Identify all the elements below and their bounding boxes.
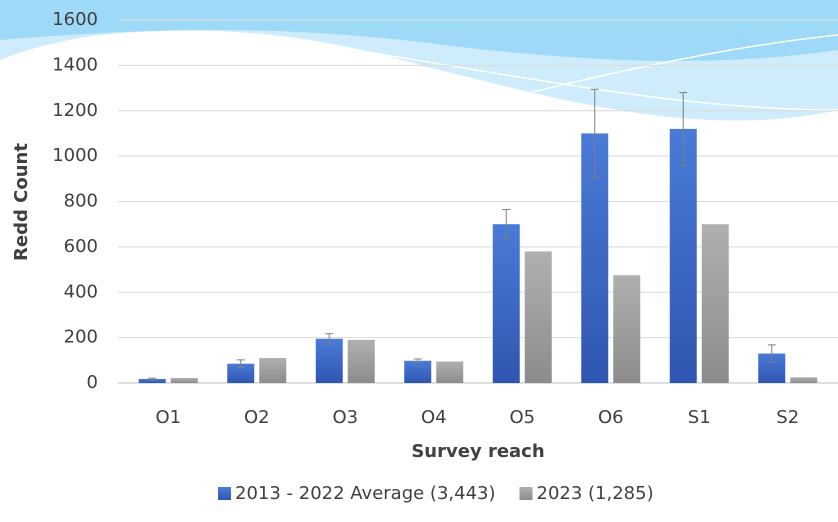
error-bar xyxy=(767,344,776,363)
error-bar xyxy=(590,88,599,179)
bar xyxy=(524,251,552,383)
y-tick-label: 400 xyxy=(64,281,98,302)
y-tick-label: 600 xyxy=(64,236,98,257)
bar xyxy=(138,378,166,383)
error-bar xyxy=(236,359,245,369)
decorative-wave xyxy=(0,0,838,121)
legend-label: 2023 (1,285) xyxy=(537,483,654,504)
x-tick-label: O3 xyxy=(332,407,358,428)
bar xyxy=(404,360,432,383)
legend-swatch xyxy=(519,487,533,500)
error-bar xyxy=(325,333,334,345)
y-tick-label: 1400 xyxy=(52,54,98,75)
y-tick-label: 200 xyxy=(64,327,98,348)
bar xyxy=(227,363,255,383)
error-bar xyxy=(413,358,422,364)
x-tick-label: S2 xyxy=(776,407,799,428)
bar xyxy=(315,338,343,383)
y-tick-label: 1000 xyxy=(52,145,98,166)
bar xyxy=(790,377,818,383)
y-tick-label: 800 xyxy=(64,191,98,212)
y-tick-label: 0 xyxy=(87,372,98,393)
y-tick-label: 1600 xyxy=(52,9,98,30)
bar xyxy=(492,224,520,383)
bar xyxy=(170,378,198,383)
x-axis-label: Survey reach xyxy=(411,441,544,462)
error-bar xyxy=(148,377,157,381)
y-tick-label: 1200 xyxy=(52,100,98,121)
error-bar xyxy=(679,92,688,166)
x-tick-label: O5 xyxy=(509,407,535,428)
x-tick-label: O2 xyxy=(244,407,270,428)
bar xyxy=(347,339,375,383)
x-tick-label: O6 xyxy=(598,407,624,428)
bar xyxy=(436,361,464,383)
y-axis-label: Redd Count xyxy=(11,143,32,261)
error-bar xyxy=(502,208,511,240)
x-tick-label: O4 xyxy=(421,407,447,428)
x-tick-label: S1 xyxy=(688,407,711,428)
legend-swatch xyxy=(218,487,231,500)
bar xyxy=(259,358,287,383)
legend-label: 2013 - 2022 Average (3,443) xyxy=(235,483,496,504)
bar xyxy=(613,275,641,383)
bar xyxy=(669,128,697,383)
bar xyxy=(701,224,729,383)
x-tick-label: O1 xyxy=(155,407,181,428)
